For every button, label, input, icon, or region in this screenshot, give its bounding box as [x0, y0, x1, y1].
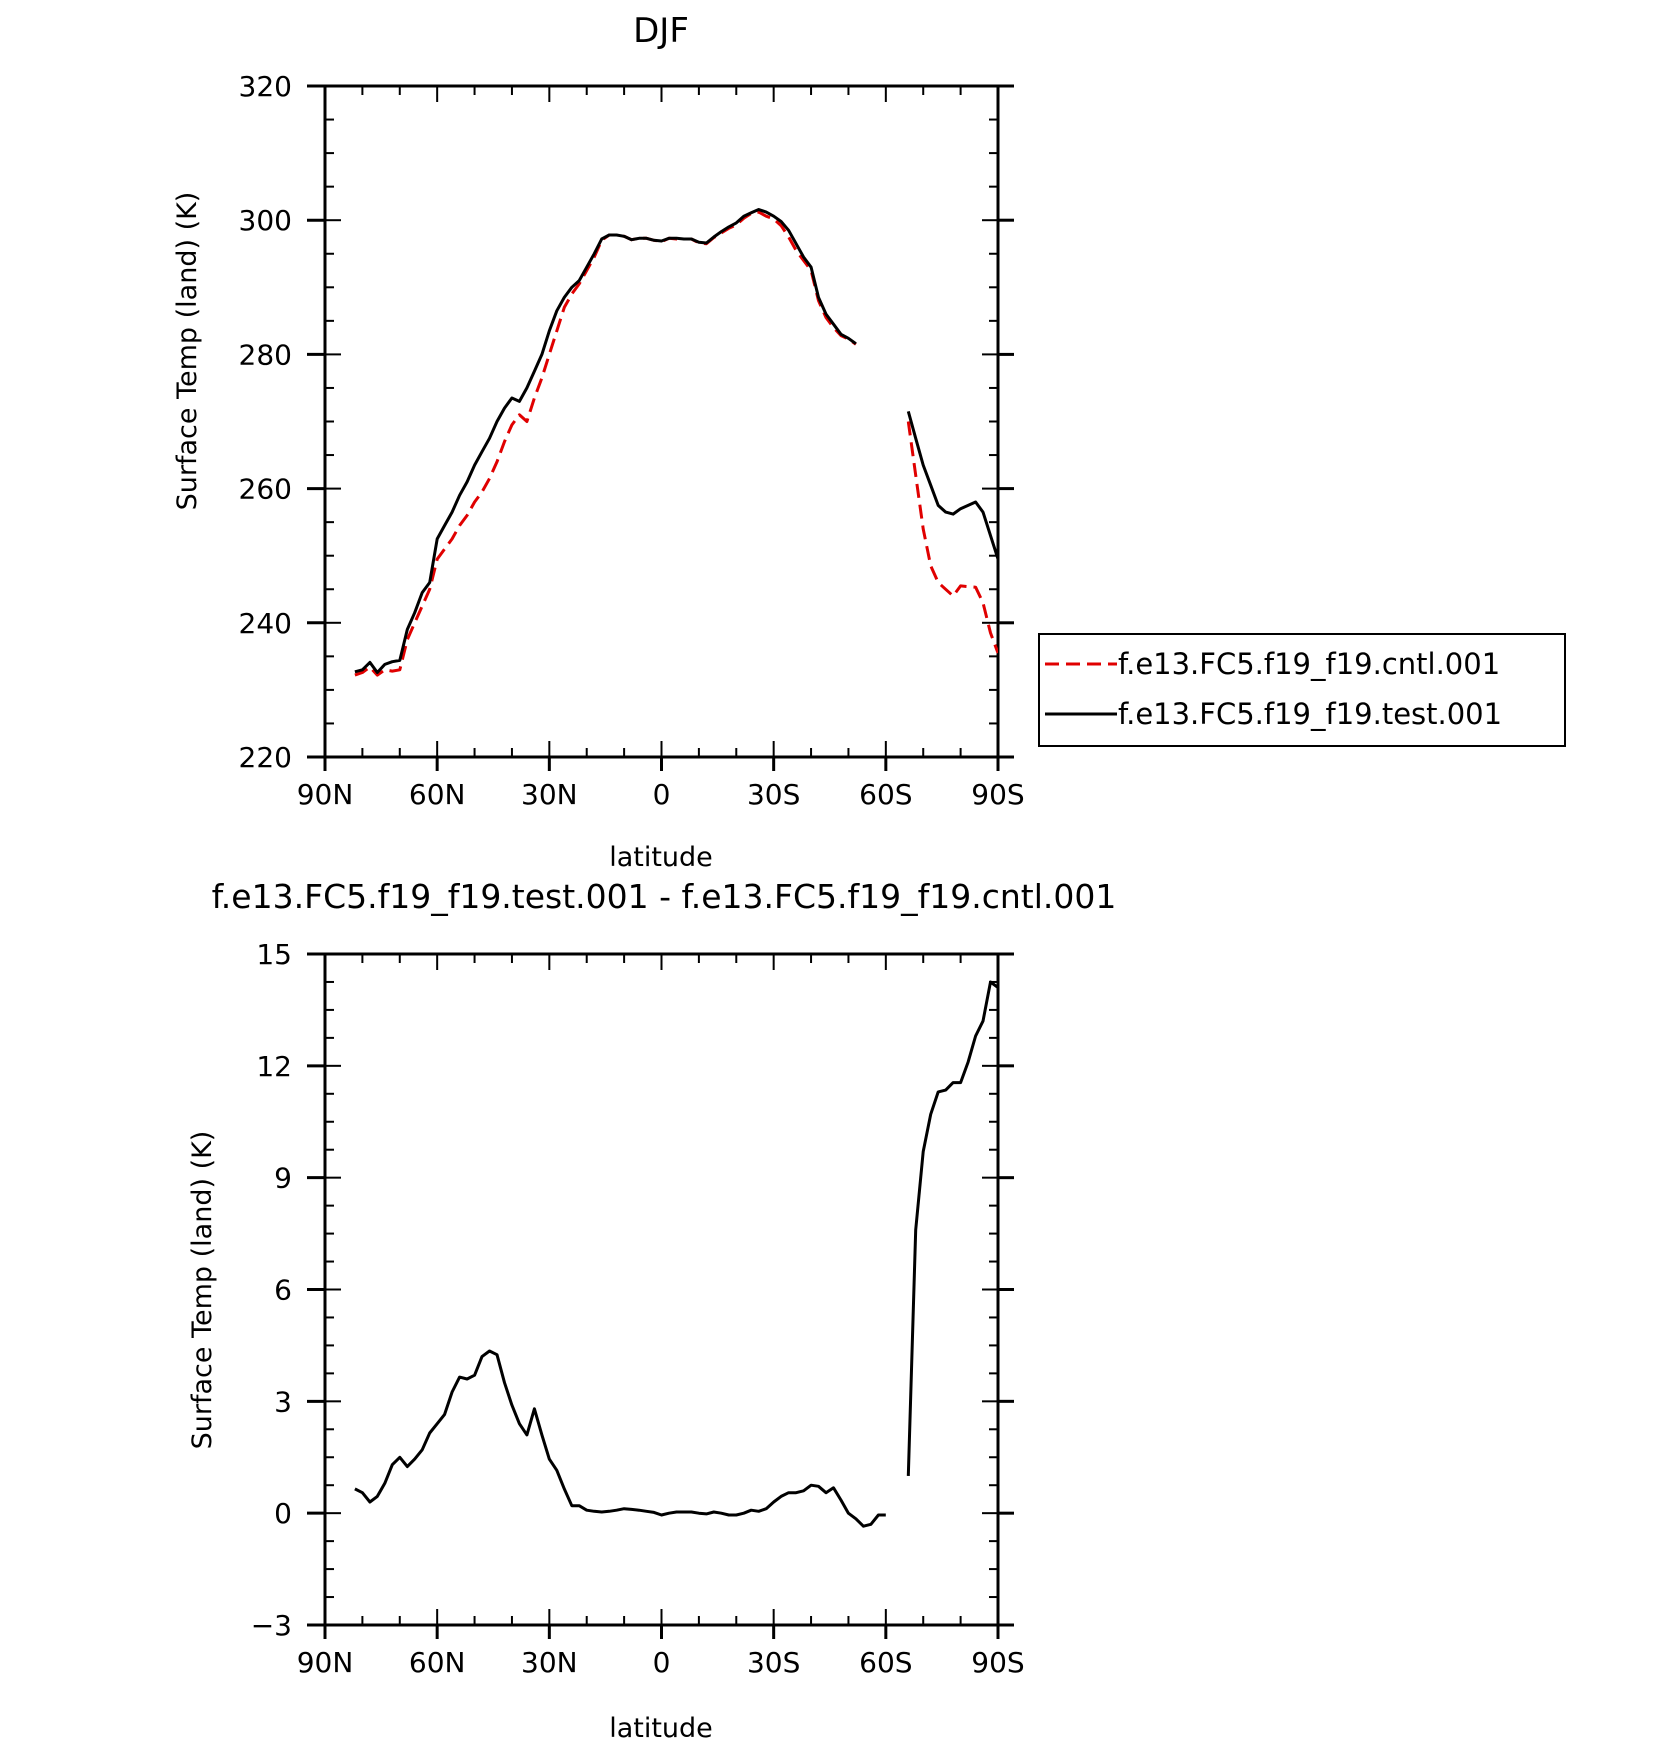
y-tick-label: 300: [239, 204, 292, 237]
y-tick-label: 15: [256, 938, 292, 971]
y-tick-label: 12: [256, 1050, 292, 1083]
y-axis-label: Surface Temp (land) (K): [172, 192, 203, 511]
chart-title: DJF: [633, 11, 689, 51]
x-tick-label: 60S: [859, 778, 912, 811]
chart-panel-2: f.e13.FC5.f19_f19.test.001 - f.e13.FC5.f…: [187, 877, 1116, 1744]
chart-title: f.e13.FC5.f19_f19.test.001 - f.e13.FC5.f…: [212, 877, 1117, 916]
y-tick-label: 320: [239, 70, 292, 103]
legend-box: [1038, 633, 1566, 747]
y-tick-label: 9: [274, 1162, 292, 1195]
series-line-1-segment-2: [906, 980, 998, 1476]
y-tick-label: 220: [239, 741, 292, 774]
series-line-2-segment-2: [906, 411, 998, 560]
y-tick-label: −3: [251, 1609, 292, 1642]
x-axis-label: latitude: [609, 1713, 713, 1744]
y-tick-label: 3: [274, 1385, 292, 1418]
x-tick-label: 0: [653, 1646, 671, 1679]
x-tick-label: 0: [653, 778, 671, 811]
x-axis-label: latitude: [609, 842, 713, 873]
x-tick-label: 60N: [409, 778, 466, 811]
x-tick-label: 30S: [747, 778, 800, 811]
x-tick-label: 30N: [521, 1646, 578, 1679]
legend-entry: f.e13.FC5.f19_f19.test.001: [1118, 697, 1502, 731]
y-axis-label: Surface Temp (land) (K): [187, 1131, 218, 1450]
series-line-2-segment-1: [354, 208, 857, 674]
series-line-1-segment-1: [354, 210, 857, 677]
x-tick-label: 90N: [297, 1646, 354, 1679]
x-tick-label: 30N: [521, 778, 578, 811]
series-line-1-segment-2: [906, 421, 998, 654]
legend-entry: f.e13.FC5.f19_f19.cntl.001: [1118, 647, 1500, 681]
x-tick-label: 60S: [859, 1646, 912, 1679]
x-tick-label: 60N: [409, 1646, 466, 1679]
plot-frame: [323, 84, 1000, 759]
x-tick-label: 90S: [971, 778, 1024, 811]
series-line-1-segment-1: [354, 1349, 886, 1528]
plot-frame: [323, 952, 1000, 1627]
y-tick-label: 260: [239, 473, 292, 506]
x-tick-label: 30S: [747, 1646, 800, 1679]
y-tick-label: 280: [239, 338, 292, 371]
y-tick-label: 6: [274, 1274, 292, 1307]
series-group: [354, 208, 998, 677]
y-tick-label: 0: [274, 1497, 292, 1530]
legend: f.e13.FC5.f19_f19.cntl.001 f.e13.FC5.f19_…: [1038, 633, 1566, 747]
x-tick-label: 90S: [971, 1646, 1024, 1679]
y-tick-label: 240: [239, 607, 292, 640]
series-group: [354, 980, 998, 1528]
x-tick-label: 90N: [297, 778, 354, 811]
chart-panel-1: DJF Surface Temp (land) (K) latitude 90N 60N…: [172, 11, 1566, 873]
